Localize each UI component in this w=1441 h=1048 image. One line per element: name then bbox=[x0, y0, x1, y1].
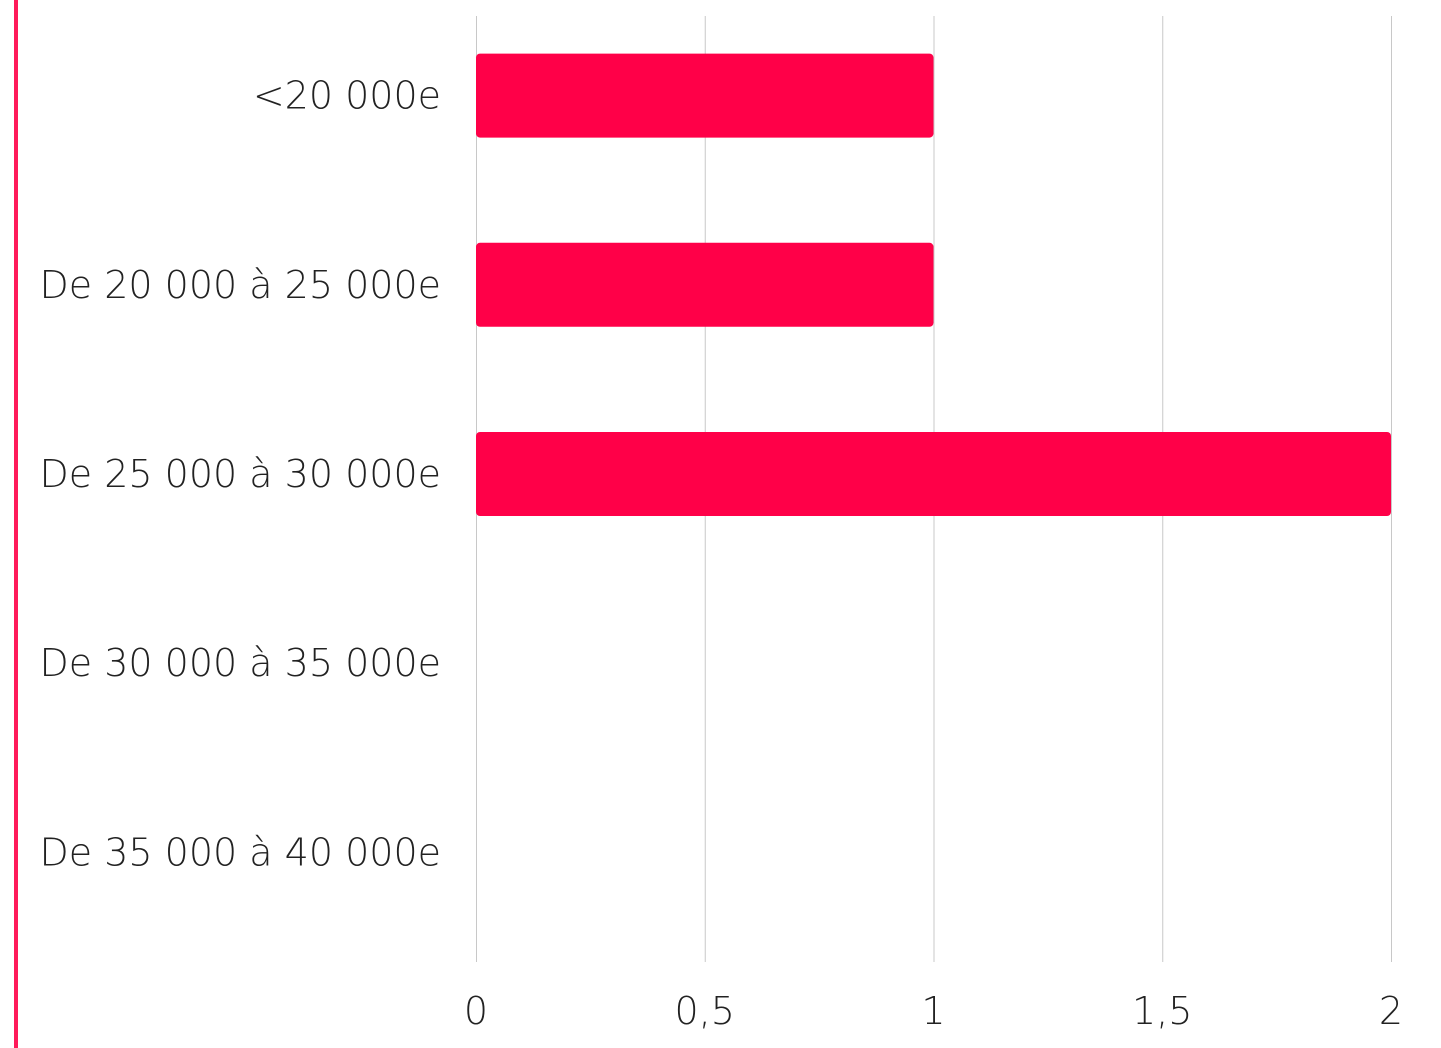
bar bbox=[476, 53, 934, 138]
category-label: De 25 000 à 30 000e bbox=[40, 452, 441, 496]
x-tick-label: 0 bbox=[464, 989, 488, 1033]
accent-border bbox=[14, 0, 18, 1048]
category-label: De 30 000 à 35 000e bbox=[40, 641, 441, 685]
x-tick-label: 1,5 bbox=[1132, 989, 1192, 1033]
x-tick-label: 2 bbox=[1379, 989, 1403, 1033]
x-tick-label: 1 bbox=[921, 989, 945, 1033]
x-tick-label: 0,5 bbox=[675, 989, 735, 1033]
category-label: De 35 000 à 40 000e bbox=[40, 830, 441, 874]
category-label: De 20 000 à 25 000e bbox=[40, 263, 441, 307]
bar bbox=[476, 242, 934, 327]
bar bbox=[476, 432, 1391, 516]
category-label: <20 000e bbox=[253, 74, 441, 118]
